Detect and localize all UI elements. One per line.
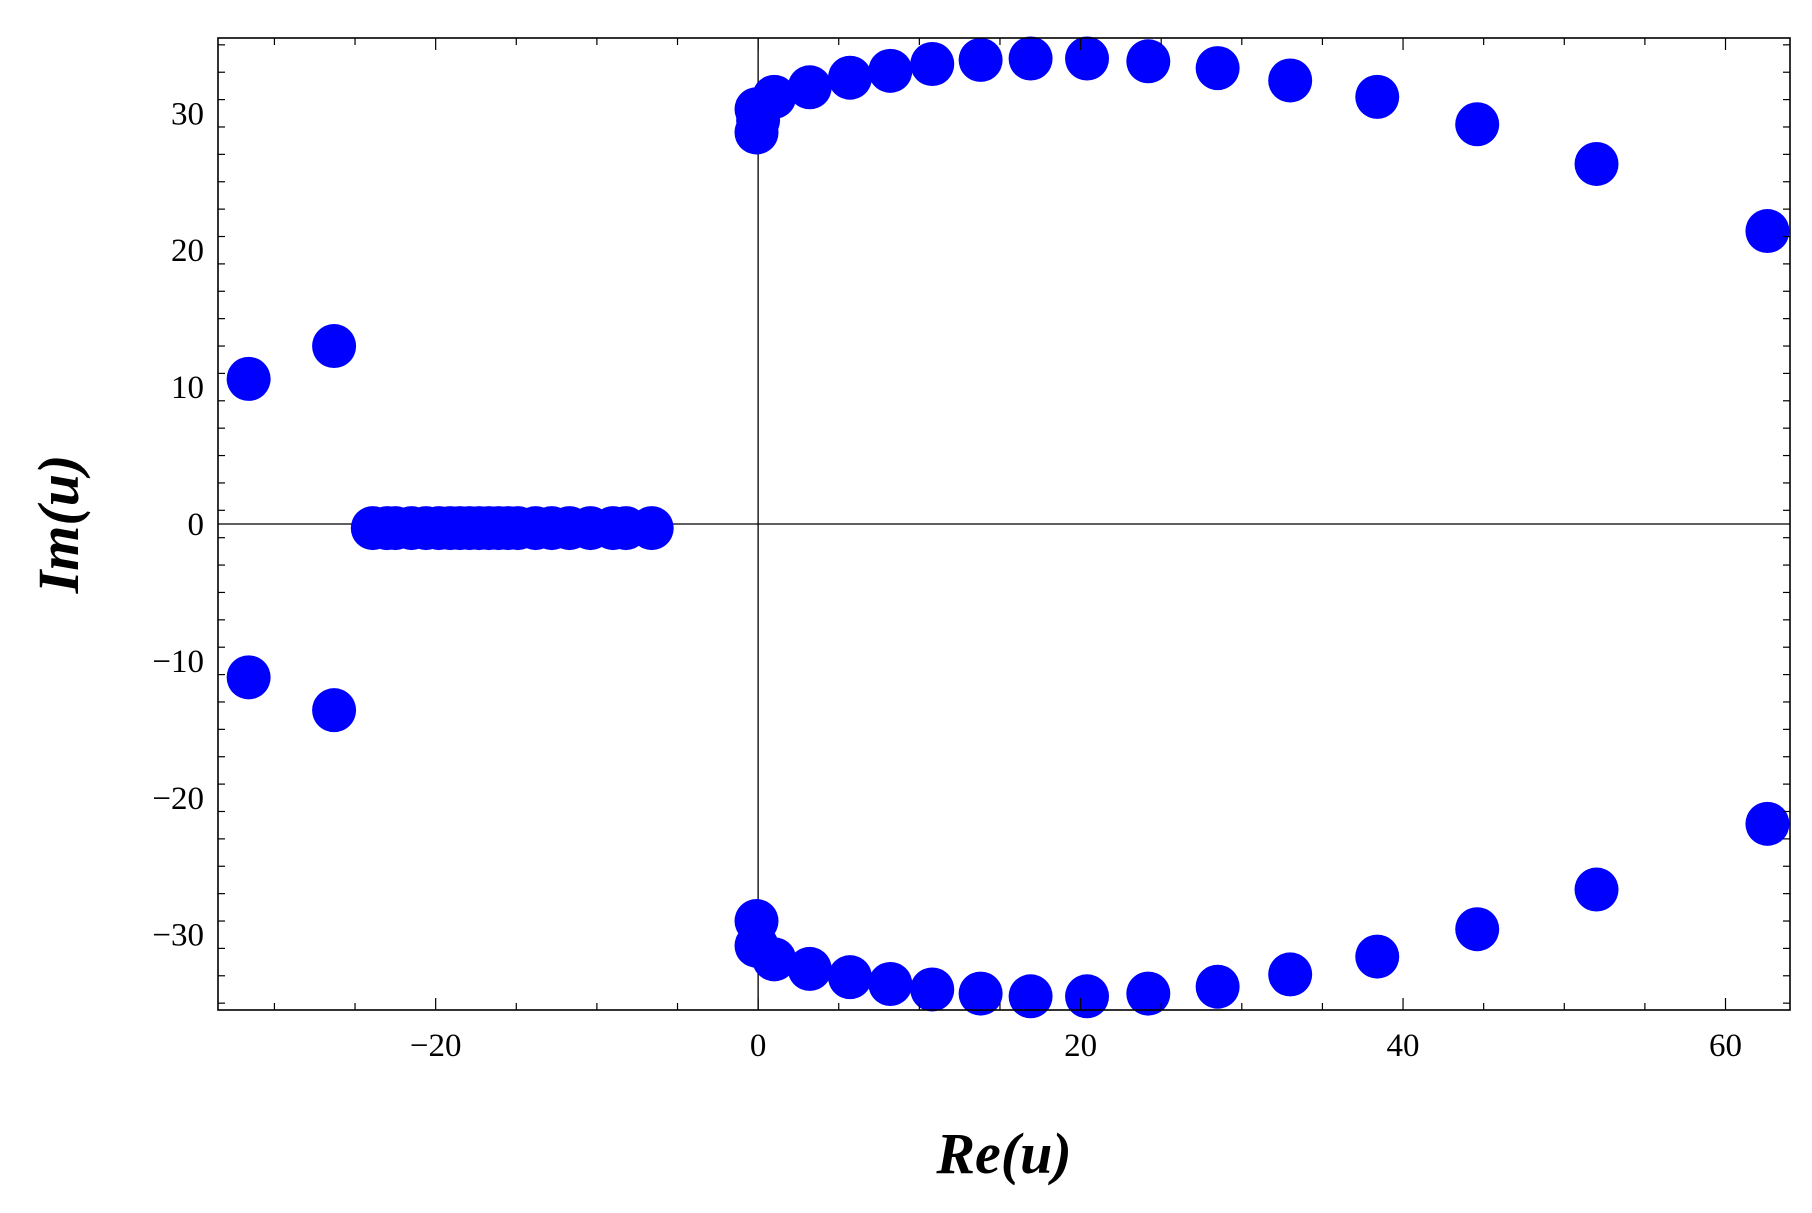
data-point [1195, 964, 1240, 1009]
data-point [1455, 102, 1500, 147]
x-tick-label: 0 [750, 1028, 767, 1064]
data-point [787, 65, 832, 110]
y-tick-label: −30 [152, 918, 204, 954]
data-point [1195, 46, 1240, 91]
data-point [629, 506, 674, 551]
data-point [312, 324, 357, 369]
data-point [1574, 867, 1619, 912]
data-point [828, 955, 873, 1000]
data-point [958, 971, 1003, 1016]
data-point [1065, 974, 1110, 1019]
points-layer [226, 36, 1790, 1019]
data-point [1355, 934, 1400, 979]
data-point [752, 74, 797, 119]
data-point [752, 937, 797, 982]
data-point [868, 48, 913, 93]
data-point [910, 42, 955, 87]
data-point [1455, 907, 1500, 952]
y-tick-label: 30 [171, 96, 204, 132]
data-point [1745, 801, 1790, 846]
x-axis-title: Re(u) [935, 1121, 1071, 1186]
data-point [1268, 58, 1313, 103]
data-point [828, 55, 873, 100]
y-tick-label: 20 [171, 233, 204, 269]
data-point [787, 946, 832, 991]
data-point [1008, 974, 1053, 1019]
y-tick-label: −10 [152, 644, 204, 680]
x-tick-label: 20 [1064, 1028, 1097, 1064]
data-point [226, 655, 271, 700]
y-tick-label: 10 [171, 370, 204, 406]
ticks-layer [218, 38, 1790, 1010]
y-tick-label: 0 [188, 507, 205, 543]
data-point [1268, 952, 1313, 997]
data-point [958, 37, 1003, 82]
x-tick-label: 60 [1709, 1028, 1742, 1064]
data-point [1008, 36, 1053, 81]
data-point [312, 688, 357, 733]
data-point [1745, 209, 1790, 254]
x-tick-label: −20 [410, 1028, 462, 1064]
labels-layer: −20 0 20 40 60 −30 −20 −10 0 10 20 30 [152, 96, 1742, 1064]
y-tick-label: −20 [152, 781, 204, 817]
data-point [1065, 36, 1110, 81]
data-point [734, 110, 779, 155]
data-point [1126, 39, 1171, 84]
x-tick-label: 40 [1387, 1028, 1420, 1064]
data-point [910, 967, 955, 1012]
data-point [226, 356, 271, 401]
data-point [868, 961, 913, 1006]
data-point [1574, 141, 1619, 186]
y-axis-title: Im(u) [26, 455, 91, 595]
plot-frame [217, 37, 1791, 1011]
data-point [1126, 971, 1171, 1016]
data-point [1355, 74, 1400, 119]
